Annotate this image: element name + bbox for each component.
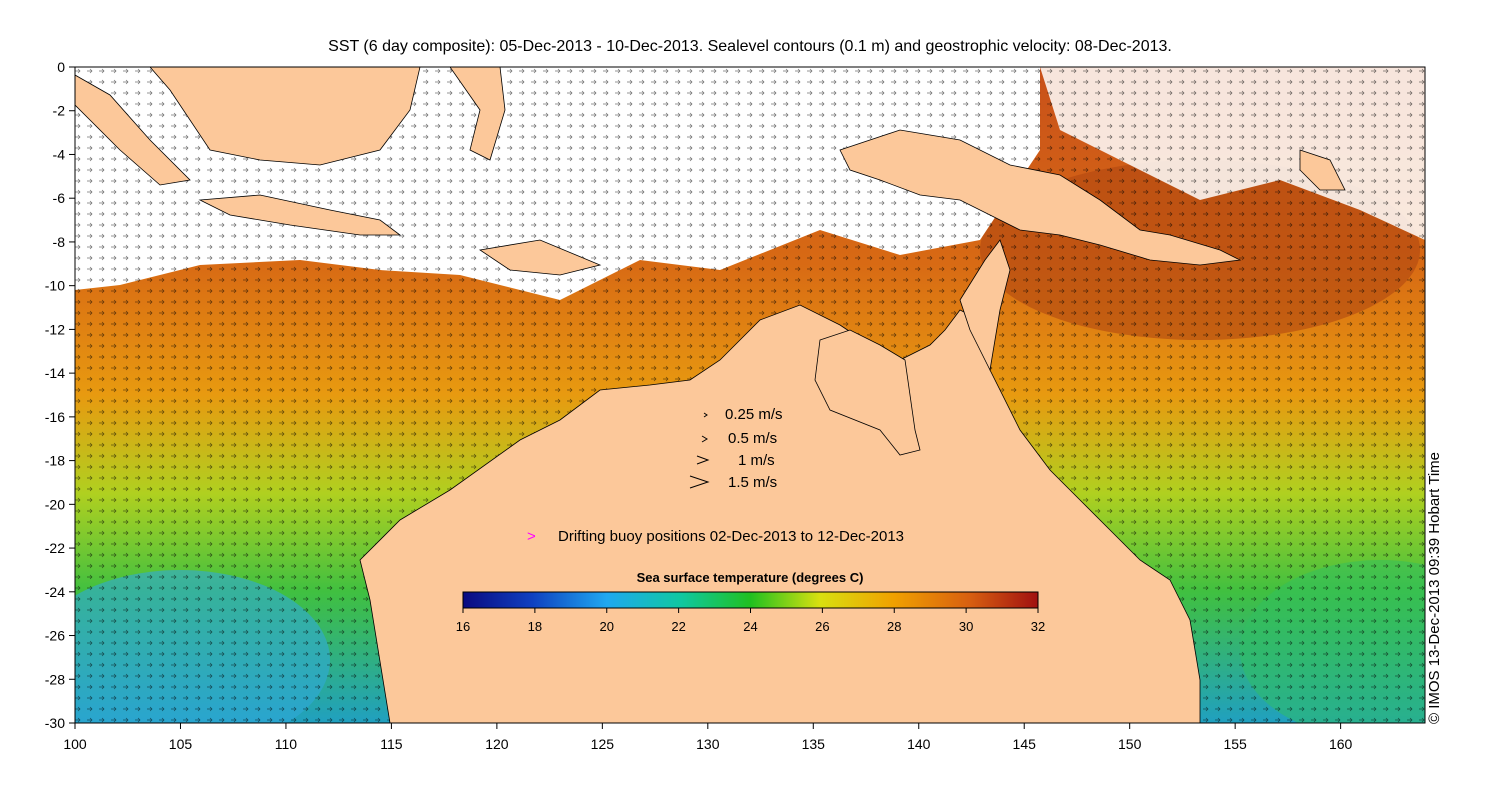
x-tick-label: 105 xyxy=(169,736,193,752)
y-tick-label: -30 xyxy=(45,715,65,731)
velocity-label-1: 0.5 m/s xyxy=(728,430,777,447)
colorbar-tick-label: 24 xyxy=(743,619,757,634)
land-sulawesi xyxy=(449,67,506,161)
credit-text: © IMOS 13-Dec-2013 09:39 Hobart Time xyxy=(1426,451,1443,724)
colorbar-ticks: 16 18 20 22 24 26 28 30 32 xyxy=(456,608,1045,634)
x-tick-label: 120 xyxy=(485,736,509,752)
velocity-label-0: 0.25 m/s xyxy=(725,406,783,423)
land-sumatra xyxy=(75,74,191,186)
land-new-guinea xyxy=(839,129,1242,266)
y-tick-label: -10 xyxy=(45,278,65,294)
x-tick-label: 150 xyxy=(1118,736,1142,752)
y-tick-label: -24 xyxy=(45,584,65,600)
colorbar-tick-label: 18 xyxy=(528,619,542,634)
buoy-legend-label: Drifting buoy positions 02-Dec-2013 to 1… xyxy=(558,528,904,545)
x-axis-ticks: 100 105 110 115 120 125 130 135 140 145 150 155 160 xyxy=(63,723,1353,752)
land-islands-east xyxy=(1299,149,1346,191)
land-cape-york xyxy=(959,239,1011,372)
sst-colorbar: Sea surface temperature (degrees C) 16 18… xyxy=(456,570,1045,634)
y-tick-label: -22 xyxy=(45,540,65,556)
velocity-arrow-0.25 xyxy=(703,412,708,418)
colorbar-tick-label: 30 xyxy=(959,619,973,634)
colorbar-title: Sea surface temperature (degrees C) xyxy=(637,570,864,585)
y-tick-label: 0 xyxy=(57,59,65,75)
land-top-end xyxy=(814,329,921,456)
colorbar-tick-label: 26 xyxy=(815,619,829,634)
colorbar-gradient xyxy=(462,591,1039,609)
y-tick-label: -12 xyxy=(45,321,65,337)
velocity-arrow-0.5 xyxy=(701,435,708,443)
y-tick-label: -18 xyxy=(45,453,65,469)
map-plot xyxy=(75,67,1425,723)
y-tick-label: -6 xyxy=(53,190,66,206)
x-tick-label: 155 xyxy=(1223,736,1247,752)
y-tick-label: -16 xyxy=(45,409,65,425)
plot-frame xyxy=(74,66,1426,724)
velocity-arrow-1 xyxy=(696,455,710,465)
colorbar-tick-label: 28 xyxy=(887,619,901,634)
colorbar-tick-label: 22 xyxy=(671,619,685,634)
x-tick-label: 135 xyxy=(802,736,826,752)
colorbar-tick-label: 20 xyxy=(600,619,614,634)
buoy-marker: > xyxy=(527,528,536,545)
y-tick-label: -4 xyxy=(53,146,66,162)
land-borneo xyxy=(149,67,421,166)
land-timor xyxy=(478,239,602,276)
x-tick-label: 115 xyxy=(380,736,403,752)
y-tick-label: -26 xyxy=(45,628,65,644)
x-tick-label: 160 xyxy=(1329,736,1353,752)
velocity-label-2: 1 m/s xyxy=(738,452,775,469)
map-title: SST (6 day composite): 05-Dec-2013 - 10-… xyxy=(328,38,1172,55)
buoy-legend: > Drifting buoy positions 02-Dec-2013 to… xyxy=(527,528,904,545)
y-tick-label: -28 xyxy=(45,671,65,687)
velocity-arrow-1.5 xyxy=(689,475,710,489)
x-tick-label: 110 xyxy=(275,736,298,752)
velocity-legend: 0.25 m/s 0.5 m/s 1 m/s 1.5 m/s xyxy=(689,406,783,491)
y-tick-label: -8 xyxy=(53,234,66,250)
velocity-label-3: 1.5 m/s xyxy=(728,474,777,491)
x-tick-label: 125 xyxy=(591,736,615,752)
y-tick-label: -2 xyxy=(53,103,66,119)
x-tick-label: 100 xyxy=(63,736,87,752)
y-axis-ticks: 0 -2 -4 -6 -8 -10 -12 -14 -16 -18 -20 -22 -24 -26 -28 -… xyxy=(45,59,75,731)
x-tick-label: 145 xyxy=(1013,736,1037,752)
colorbar-tick-label: 32 xyxy=(1031,619,1045,634)
y-tick-label: -14 xyxy=(45,365,65,381)
land-java xyxy=(198,194,402,236)
x-tick-label: 140 xyxy=(907,736,931,752)
y-tick-label: -20 xyxy=(45,496,65,512)
colorbar-tick-label: 16 xyxy=(456,619,470,634)
x-tick-label: 130 xyxy=(696,736,720,752)
